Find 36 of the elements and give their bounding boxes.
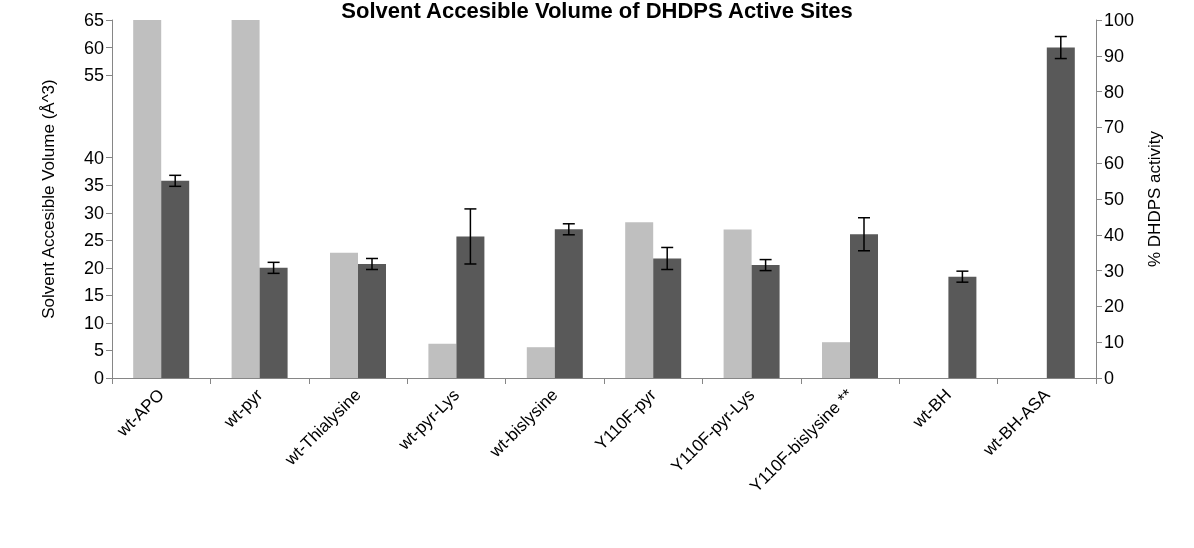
y-tick-label: 0 [93,368,104,388]
y-tick-label: 55 [83,65,104,86]
y-tick-label: 5 [93,340,104,361]
y-tick-label: 65 [83,10,104,30]
bar [526,347,555,378]
y-tick-label: 25 [83,230,104,251]
y2-tick-label: 30 [1104,260,1125,281]
y2-tick-label: 50 [1104,189,1125,209]
bar [1046,47,1075,378]
bar [850,234,878,378]
y-tick-label: 40 [83,147,104,168]
y2-tick-label: 90 [1104,45,1125,66]
y-axis-title: Solvent Accesible Volume (Å^3) [39,79,58,319]
bar [231,20,260,378]
y2-tick-label: 20 [1104,296,1125,317]
y2-tick-label: 60 [1104,153,1125,174]
bar [554,229,583,378]
y-tick-label: 35 [83,175,104,196]
y2-axis-title: % DHDPS activity [1145,130,1164,268]
y-tick-label: 15 [83,285,104,306]
bar [259,267,288,378]
y2-tick-label: 0 [1104,368,1115,388]
y-tick-label: 60 [83,37,104,58]
y2-tick-label: 40 [1104,224,1125,245]
y-tick-label: 10 [83,312,104,333]
bar [456,236,485,378]
y-tick-label: 30 [83,202,104,223]
chart-title: Solvent Accesible Volume of DHDPS Active Sites [341,0,853,23]
y2-tick-label: 70 [1104,117,1125,138]
y2-tick-label: 80 [1104,81,1125,102]
bar [948,276,977,378]
y2-tick-label: 100 [1104,10,1135,30]
bar [822,342,850,378]
bar [428,343,457,378]
y2-tick-label: 10 [1104,332,1125,353]
y-tick-label: 20 [83,257,104,278]
